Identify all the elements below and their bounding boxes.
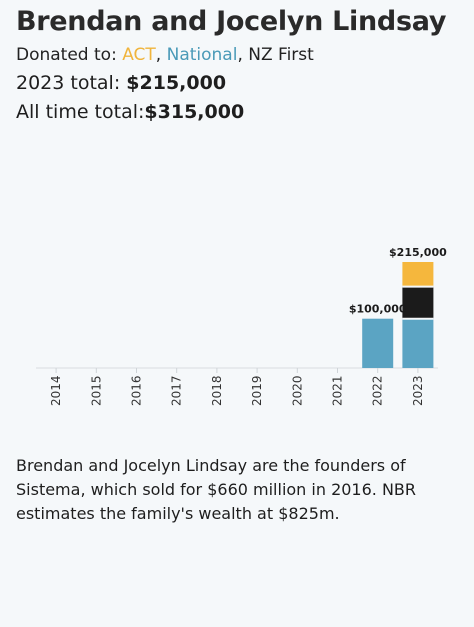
donor-name-title: Brendan and Jocelyn Lindsay: [16, 6, 447, 37]
total-2023: 2023 total: $215,000: [16, 72, 226, 94]
x-tick-label: 2015: [89, 375, 103, 406]
all-time-total: All time total:$315,000: [16, 101, 244, 123]
x-tick-label: 2019: [250, 375, 264, 406]
x-tick-label: 2023: [411, 375, 425, 406]
party-act: ACT: [122, 45, 156, 65]
separator: ,: [237, 45, 249, 65]
bar-segment-act: [402, 262, 434, 287]
bar-segment-nz-first: [402, 286, 434, 319]
donated-prefix: Donated to:: [16, 45, 123, 65]
bar-segment-national: [402, 318, 434, 368]
separator: ,: [155, 45, 167, 65]
party-national: National: [166, 45, 238, 65]
donor-description: Brendan and Jocelyn Lindsay are the foun…: [16, 456, 417, 523]
all-time-value: $315,000: [144, 101, 245, 123]
donation-bar-chart: 2014 2015 2016 2017 2018 2019 2020 2021 2022 2023…: [36, 246, 447, 406]
all-time-label: All time total:: [16, 101, 145, 123]
party-nz-first: NZ First: [248, 45, 314, 65]
x-tick-label: 2021: [331, 375, 345, 406]
bar-data-label: $100,000: [349, 303, 407, 316]
total-2023-value: $215,000: [126, 72, 227, 94]
x-tick-label: 2018: [210, 375, 224, 406]
bar-segment-national: [362, 318, 394, 368]
x-tick-label: 2014: [49, 375, 63, 406]
x-tick-label: 2017: [170, 375, 184, 406]
total-2023-label: 2023 total:: [16, 72, 127, 94]
x-tick-label: 2022: [371, 375, 385, 406]
x-tick-label: 2020: [290, 375, 304, 406]
bar-data-label: $215,000: [389, 246, 447, 259]
x-tick-label: 2016: [130, 375, 144, 406]
donated-to-line: Donated to: ACT, National, NZ First: [16, 45, 314, 65]
